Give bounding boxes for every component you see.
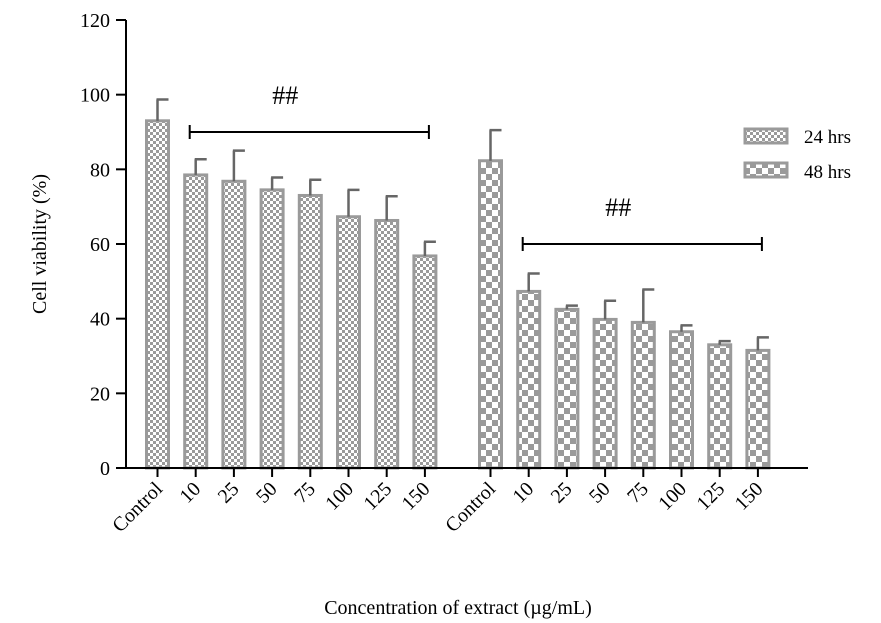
error-bar bbox=[309, 178, 322, 196]
error-bar bbox=[270, 176, 284, 190]
y-tick-label: 40 bbox=[90, 309, 110, 331]
y-tick-label: 100 bbox=[80, 85, 110, 107]
bar-24hrs-50 bbox=[259, 188, 285, 470]
error-bar bbox=[603, 299, 617, 320]
significance-bracket bbox=[188, 125, 430, 139]
bar-48hrs-125 bbox=[707, 343, 733, 470]
x-axis-title: Concentration of extract (µg/mL) bbox=[324, 597, 592, 619]
x-tick-label: 100 bbox=[654, 478, 691, 515]
legend: 24 hrs 48 hrs bbox=[743, 127, 851, 183]
error-bar bbox=[423, 240, 436, 256]
error-bar bbox=[156, 98, 169, 121]
error-bar bbox=[680, 324, 693, 332]
y-tick-label: 20 bbox=[90, 383, 110, 405]
error-bar bbox=[642, 288, 655, 323]
bar-24hrs-Control bbox=[145, 119, 170, 470]
x-tick-label: 50 bbox=[252, 478, 282, 508]
x-tick-label: 150 bbox=[731, 478, 768, 515]
legend-swatch-48hrs bbox=[743, 161, 789, 179]
error-bar bbox=[756, 336, 769, 351]
x-tick-label: 125 bbox=[359, 478, 396, 515]
error-bar bbox=[385, 194, 398, 221]
error-bar bbox=[347, 188, 360, 217]
y-axis-title: Cell viability (%) bbox=[29, 174, 51, 314]
x-tick-label: 75 bbox=[290, 478, 320, 508]
x-tick-label: 25 bbox=[214, 478, 244, 508]
x-tick-label: 50 bbox=[585, 478, 615, 508]
error-bar bbox=[565, 304, 578, 310]
error-bar bbox=[718, 339, 731, 345]
bar-48hrs-100 bbox=[669, 330, 694, 470]
x-tick-label: 10 bbox=[509, 478, 539, 508]
x-tick-label: 125 bbox=[692, 478, 729, 515]
annotations: ## ## bbox=[188, 81, 763, 251]
bar-48hrs-50 bbox=[592, 317, 618, 470]
error-bar bbox=[489, 128, 502, 161]
y-tick-label: 120 bbox=[80, 10, 110, 32]
bar-48hrs-150 bbox=[745, 348, 771, 470]
x-tick-label: Control bbox=[108, 478, 167, 537]
error-bar bbox=[194, 158, 207, 175]
significance-marker: ## bbox=[272, 81, 298, 110]
y-tick-label: 60 bbox=[90, 234, 110, 256]
y-tick-label: 0 bbox=[100, 458, 110, 480]
legend-label-24hrs: 24 hrs bbox=[804, 127, 851, 148]
bar-24hrs-10 bbox=[183, 173, 209, 470]
bar-48hrs-10 bbox=[516, 289, 542, 470]
bar-24hrs-25 bbox=[221, 179, 247, 470]
x-tick-label: 10 bbox=[176, 478, 206, 508]
bars-layer bbox=[145, 119, 771, 470]
error-bar bbox=[527, 272, 540, 292]
x-tick-labels: Control 10 25 50 75 100 125 150 Control 10 25 50 75 1… bbox=[108, 468, 767, 537]
bar-48hrs-25 bbox=[554, 307, 580, 470]
x-tick-label: 150 bbox=[398, 478, 435, 515]
error-bar bbox=[232, 149, 245, 182]
bar-48hrs-75 bbox=[630, 320, 656, 470]
y-ticks: 0 20 40 60 80 100 120 bbox=[80, 10, 126, 480]
error-bars-layer bbox=[156, 98, 769, 351]
x-tick-label: 25 bbox=[547, 478, 577, 508]
bar-24hrs-150 bbox=[412, 254, 438, 470]
bar-24hrs-100 bbox=[336, 215, 361, 470]
axes: 0 20 40 60 80 100 120 bbox=[80, 10, 808, 480]
bar-24hrs-75 bbox=[297, 193, 323, 470]
y-tick-label: 80 bbox=[90, 159, 110, 181]
legend-swatch-24hrs bbox=[743, 127, 789, 145]
bar-48hrs-Control bbox=[478, 159, 503, 470]
x-tick-label: Control bbox=[441, 478, 500, 537]
x-tick-label: 75 bbox=[623, 478, 653, 508]
legend-label-48hrs: 48 hrs bbox=[804, 162, 851, 183]
significance-bracket bbox=[521, 237, 763, 251]
significance-marker: ## bbox=[605, 193, 631, 222]
bar-24hrs-125 bbox=[374, 218, 400, 470]
x-tick-label: 100 bbox=[321, 478, 358, 515]
